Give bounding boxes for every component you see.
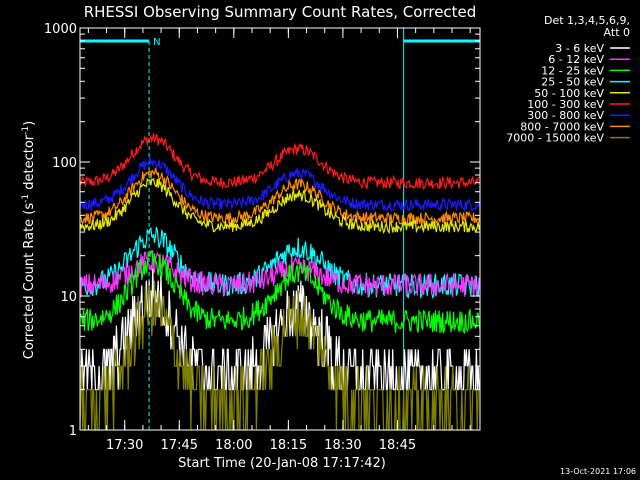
legend-label: 50 - 100 keV <box>534 87 604 100</box>
y-tick-label: 10 <box>60 290 77 305</box>
x-tick-label: 17:30 <box>106 438 143 453</box>
chart-title: RHESSI Observing Summary Count Rates, Co… <box>84 3 477 21</box>
series-line-12-25-kev <box>79 250 481 335</box>
x-tick-label: 18:15 <box>270 438 307 453</box>
series-line-50-100-kev <box>79 177 481 235</box>
y-axis: 1 10 100 1000 <box>44 22 480 439</box>
y-tick-label: 1 <box>69 424 77 439</box>
x-tick-label: 18:30 <box>324 438 361 453</box>
series-line-6-12-kev <box>79 250 481 298</box>
legend-header-line1: Det 1,3,4,5,6,9, <box>544 14 630 27</box>
legend-label: 12 - 25 keV <box>541 64 604 77</box>
night-label: N <box>153 37 160 48</box>
x-axis-label: Start Time (20-Jan-08 17:17:42) <box>178 456 386 471</box>
legend-label: 6 - 12 keV <box>548 53 604 66</box>
series-line-7000-15000-kev <box>79 280 480 431</box>
x-axis: 17:30 17:45 18:00 18:15 18:30 18:45 <box>87 28 471 453</box>
legend-header-line2: Att 0 <box>604 26 630 39</box>
legend-label: 25 - 50 keV <box>541 76 604 89</box>
legend-label: 800 - 7000 keV <box>520 120 604 133</box>
plot-area: N <box>79 28 481 431</box>
legend-label: 100 - 300 keV <box>527 98 604 111</box>
footer-timestamp: 13-Oct-2021 17:06 <box>560 467 636 476</box>
y-tick-label: 100 <box>52 156 77 171</box>
legend-label: 7000 - 15000 keV <box>506 132 604 145</box>
x-tick-label: 17:45 <box>161 438 198 453</box>
legend-label: 3 - 6 keV <box>555 42 604 55</box>
y-tick-label: 1000 <box>44 22 77 37</box>
series-line-25-50-kev <box>79 226 481 300</box>
x-tick-label: 18:00 <box>215 438 252 453</box>
y-axis-label: Corrected Count Rate (s-1 detector-1) <box>21 121 37 359</box>
x-tick-label: 18:45 <box>379 438 416 453</box>
legend-label: 300 - 800 keV <box>527 109 604 122</box>
series-line-300-800-kev <box>79 155 481 213</box>
plot-frame <box>79 27 481 431</box>
series-line-800-7000-kev <box>79 168 481 227</box>
series-line-100-300-kev <box>79 132 480 191</box>
